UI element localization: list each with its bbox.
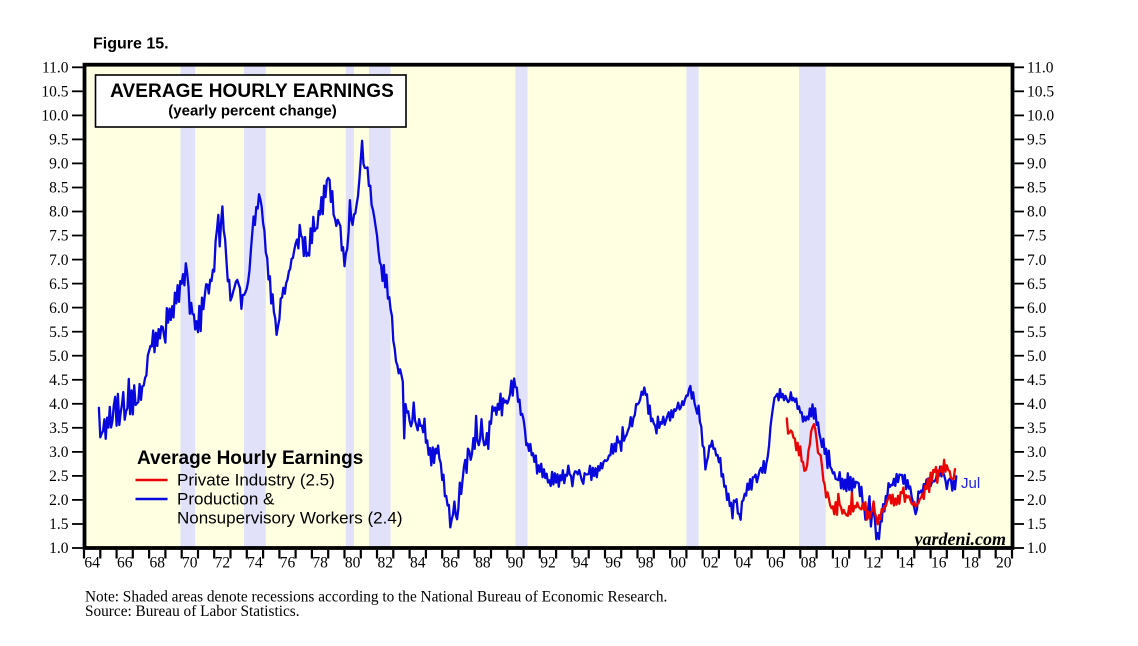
svg-text:8.0: 8.0 <box>49 204 69 221</box>
svg-text:84: 84 <box>410 555 426 572</box>
svg-text:10.0: 10.0 <box>41 108 68 125</box>
svg-text:78: 78 <box>312 555 328 572</box>
svg-text:6.5: 6.5 <box>49 276 69 293</box>
svg-text:14: 14 <box>898 555 914 572</box>
svg-text:70: 70 <box>182 555 198 572</box>
svg-text:Production &: Production & <box>177 490 275 509</box>
svg-text:7.0: 7.0 <box>49 252 69 269</box>
svg-text:5.5: 5.5 <box>49 324 69 341</box>
svg-text:1.5: 1.5 <box>1027 516 1047 533</box>
svg-text:AVERAGE HOURLY EARNINGS: AVERAGE HOURLY EARNINGS <box>110 81 394 102</box>
svg-text:9.0: 9.0 <box>1027 156 1047 173</box>
svg-text:04: 04 <box>736 555 752 572</box>
svg-text:3.0: 3.0 <box>49 444 69 461</box>
svg-text:76: 76 <box>280 555 296 572</box>
svg-text:7.0: 7.0 <box>1027 252 1047 269</box>
svg-text:82: 82 <box>377 555 393 572</box>
svg-text:4.0: 4.0 <box>49 396 69 413</box>
svg-text:64: 64 <box>84 555 100 572</box>
svg-text:Note: Shaded areas denote rece: Note: Shaded areas denote recessions acc… <box>85 589 667 606</box>
svg-text:8.5: 8.5 <box>1027 180 1047 197</box>
svg-text:9.5: 9.5 <box>1027 132 1047 149</box>
svg-text:Average Hourly Earnings: Average Hourly Earnings <box>137 448 363 469</box>
svg-text:80: 80 <box>345 555 361 572</box>
svg-text:8.0: 8.0 <box>1027 204 1047 221</box>
svg-text:4.0: 4.0 <box>1027 396 1047 413</box>
svg-text:6.0: 6.0 <box>49 300 69 317</box>
svg-text:12: 12 <box>866 555 882 572</box>
svg-text:16: 16 <box>931 555 947 572</box>
svg-text:02: 02 <box>703 555 719 572</box>
svg-text:94: 94 <box>573 555 589 572</box>
svg-text:2.0: 2.0 <box>49 492 69 509</box>
svg-text:(yearly percent change): (yearly percent change) <box>168 103 336 120</box>
svg-text:7.5: 7.5 <box>1027 228 1047 245</box>
svg-text:10.5: 10.5 <box>41 84 68 101</box>
svg-text:72: 72 <box>215 555 231 572</box>
svg-text:90: 90 <box>508 555 524 572</box>
svg-text:10.0: 10.0 <box>1027 108 1054 125</box>
svg-text:3.5: 3.5 <box>1027 420 1047 437</box>
svg-text:86: 86 <box>443 555 459 572</box>
svg-text:08: 08 <box>801 555 817 572</box>
svg-text:66: 66 <box>117 555 133 572</box>
svg-text:3.5: 3.5 <box>49 420 69 437</box>
svg-text:20: 20 <box>996 555 1012 572</box>
svg-text:4.5: 4.5 <box>1027 372 1047 389</box>
svg-text:6.5: 6.5 <box>1027 276 1047 293</box>
svg-text:2.5: 2.5 <box>49 468 69 485</box>
svg-text:10: 10 <box>833 555 849 572</box>
svg-text:9.0: 9.0 <box>49 156 69 173</box>
svg-text:yardeni.com: yardeni.com <box>913 529 1007 549</box>
svg-text:Jul: Jul <box>961 475 980 492</box>
svg-text:Source: Bureau of Labor Statis: Source: Bureau of Labor Statistics. <box>85 603 300 620</box>
svg-text:7.5: 7.5 <box>49 228 69 245</box>
svg-text:74: 74 <box>247 555 263 572</box>
svg-text:92: 92 <box>540 555 556 572</box>
svg-text:Figure 15.: Figure 15. <box>93 36 169 53</box>
svg-text:98: 98 <box>638 555 654 572</box>
svg-text:Private Industry (2.5): Private Industry (2.5) <box>177 471 335 490</box>
svg-text:3.0: 3.0 <box>1027 444 1047 461</box>
svg-text:11.0: 11.0 <box>42 60 69 77</box>
svg-text:8.5: 8.5 <box>49 180 69 197</box>
svg-text:2.5: 2.5 <box>1027 468 1047 485</box>
svg-text:00: 00 <box>670 555 686 572</box>
svg-text:18: 18 <box>964 555 980 572</box>
svg-text:5.0: 5.0 <box>1027 348 1047 365</box>
svg-text:5.5: 5.5 <box>1027 324 1047 341</box>
svg-text:11.0: 11.0 <box>1027 60 1054 77</box>
svg-text:Nonsupervisory Workers (2.4): Nonsupervisory Workers (2.4) <box>177 509 402 528</box>
svg-text:2.0: 2.0 <box>1027 492 1047 509</box>
svg-text:1.0: 1.0 <box>49 540 69 557</box>
svg-text:88: 88 <box>475 555 491 572</box>
svg-text:1.0: 1.0 <box>1027 540 1047 557</box>
svg-text:1.5: 1.5 <box>49 516 69 533</box>
svg-text:96: 96 <box>605 555 621 572</box>
svg-text:9.5: 9.5 <box>49 132 69 149</box>
svg-text:06: 06 <box>768 555 784 572</box>
svg-text:10.5: 10.5 <box>1027 84 1054 101</box>
svg-text:68: 68 <box>150 555 166 572</box>
svg-text:4.5: 4.5 <box>49 372 69 389</box>
svg-text:6.0: 6.0 <box>1027 300 1047 317</box>
svg-text:5.0: 5.0 <box>49 348 69 365</box>
